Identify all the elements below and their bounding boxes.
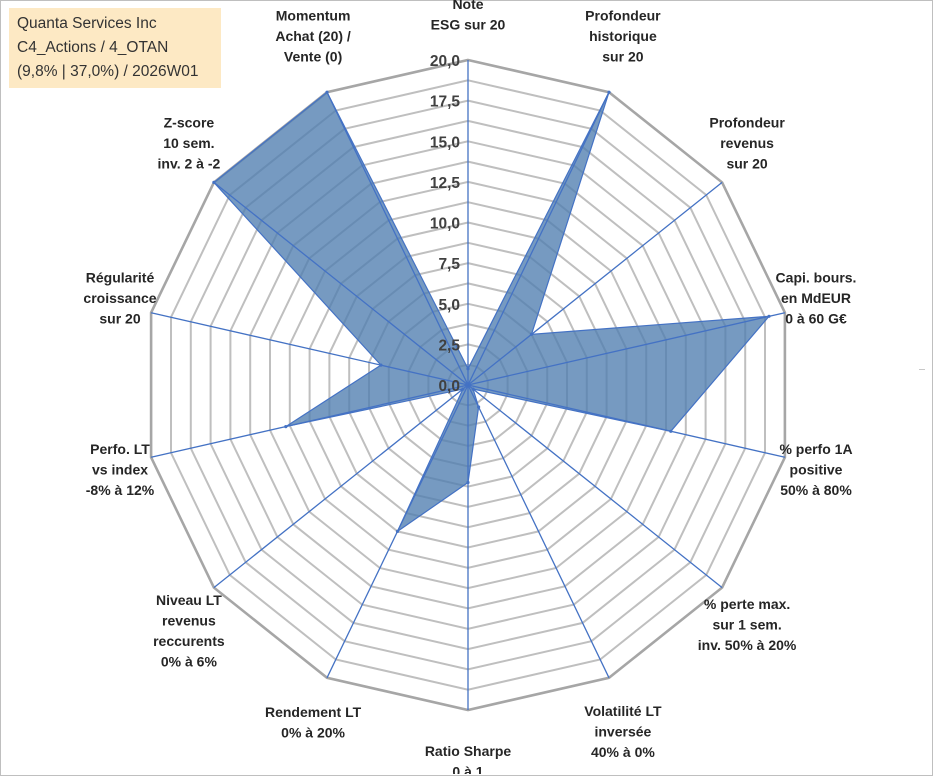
tick-label: 0,0 [438, 378, 460, 395]
axis-label-line: 0% à 20% [281, 724, 345, 740]
score-summary: (9,8% | 37,0%) / 2026W01 [17, 63, 199, 80]
axis-label: Momentum Achat (20) / Vente (0) [275, 8, 351, 65]
tick-label: 17,5 [430, 94, 461, 111]
axis-label-line: 10 sem. [163, 135, 214, 151]
axis-label-line: Vente (0) [284, 49, 342, 65]
axis-label-line: Perfo. LT [90, 441, 150, 457]
axis-label-line: Profondeur [585, 8, 661, 24]
data-point [767, 314, 771, 318]
axis-label-line: croissance [83, 290, 156, 306]
axis-spoke [467, 312, 786, 386]
axis-spoke [150, 384, 469, 458]
tick-label: 7,5 [438, 256, 460, 273]
axis-label: % perte max. sur 1 sem. inv. 50% à 20% [698, 596, 797, 653]
axis-label-line: en MdEUR [781, 290, 851, 306]
axis-label-line: 0 à 1 [452, 764, 483, 775]
info-box: Quanta Services Inc C4_Actions / 4_OTAN … [9, 8, 221, 88]
data-point [477, 405, 481, 409]
axis-spoke [467, 384, 723, 589]
axis-spoke [467, 91, 610, 386]
data-point [529, 332, 534, 336]
axis-label-line: reccurents [153, 633, 225, 649]
axis-label-line: Ratio Sharpe [425, 743, 512, 759]
tick-label: 5,0 [438, 297, 460, 314]
axis-label-line: Volatilité LT [584, 703, 662, 719]
axis-label-line: Rendement LT [265, 704, 362, 720]
axis-label-line: vs index [92, 462, 148, 478]
axis-label: Capi. bours. en MdEUR 0 à 60 G€ [776, 269, 857, 326]
axis-label: Régularité croissance sur 20 [83, 269, 156, 326]
axis-label: Niveau LT revenus reccurents 0% à 6% [153, 592, 225, 670]
axis-label-line: Capi. bours. [776, 269, 857, 285]
axis-label-line: positive [790, 462, 843, 478]
axis-label-line: Note [452, 0, 483, 12]
axis-label-line: 40% à 0% [591, 744, 655, 760]
data-point [461, 387, 465, 391]
axis-label-line: revenus [162, 612, 216, 628]
axis-label-line: % perte max. [704, 596, 790, 612]
axis-label-line: Profondeur [709, 115, 785, 131]
axis-label: Z-score 10 sem. inv. 2 à -2 [158, 115, 221, 172]
axis-label-line: Régularité [86, 269, 155, 285]
axis-label-line: Niveau LT [156, 592, 222, 608]
tick-label: 10,0 [430, 216, 460, 233]
axis-label-line: 50% à 80% [780, 482, 852, 498]
axis-label-line: sur 20 [602, 49, 643, 65]
axis-label-line: Z-score [164, 115, 215, 131]
data-point [325, 90, 329, 94]
tick-label: 2,5 [438, 337, 460, 354]
axis-spoke [150, 312, 469, 386]
axis-label-line: sur 1 sem. [712, 616, 781, 632]
data-point [471, 387, 475, 391]
axis-label: Note ESG sur 20 [431, 0, 506, 33]
company-name: Quanta Services Inc [17, 15, 157, 32]
axis-label: % perfo 1A positive 50% à 80% [779, 441, 852, 498]
edge-mark [919, 369, 925, 370]
data-point [284, 425, 288, 429]
portfolio-code: C4_Actions / 4_OTAN [17, 39, 169, 56]
axis-label: Profondeur historique sur 20 [585, 8, 661, 65]
axis-label: Rendement LT 0% à 20% [265, 704, 362, 741]
data-point [607, 90, 611, 94]
axis-spoke [467, 384, 610, 679]
axis-label-line: ESG sur 20 [431, 17, 506, 33]
data-point [466, 367, 470, 371]
axis-label: Ratio Sharpe 0 à 1 [425, 743, 512, 774]
data-point [212, 180, 216, 184]
axis-label-line: 0 à 60 G€ [785, 310, 847, 326]
axis-spoke [213, 384, 469, 589]
axis-spoke [213, 181, 469, 386]
series-area [213, 91, 771, 534]
axis-label-line: 0% à 6% [161, 653, 218, 669]
axis-label-line: % perfo 1A [779, 441, 852, 457]
axis-label-line: inversée [594, 723, 651, 739]
data-point [466, 480, 470, 485]
axis-label: Volatilité LT inversée 40% à 0% [584, 703, 662, 760]
data-point [379, 363, 383, 367]
data-point [395, 529, 400, 534]
tick-label: 20,0 [430, 53, 460, 70]
axis-spokes [150, 60, 786, 710]
axis-spoke [467, 181, 723, 386]
axis-label-line: Momentum [276, 8, 351, 24]
tick-label: 15,0 [430, 134, 460, 151]
tick-label: 12,5 [430, 175, 461, 192]
axis-label: Profondeur revenus sur 20 [709, 115, 785, 172]
axis-label-line: revenus [720, 135, 774, 151]
axis-spoke [326, 91, 469, 386]
axis-label-line: Achat (20) / [275, 28, 351, 44]
axis-label: Perfo. LT vs index -8% à 12% [86, 441, 155, 498]
data-point [669, 429, 673, 433]
axis-label-line: inv. 2 à -2 [158, 156, 221, 172]
axis-label-line: sur 20 [726, 156, 767, 172]
axis-label-line: -8% à 12% [86, 482, 155, 498]
axis-label-line: inv. 50% à 20% [698, 637, 797, 653]
axis-spoke [467, 384, 786, 458]
axis-label-line: historique [589, 28, 657, 44]
axis-label-line: sur 20 [99, 310, 140, 326]
